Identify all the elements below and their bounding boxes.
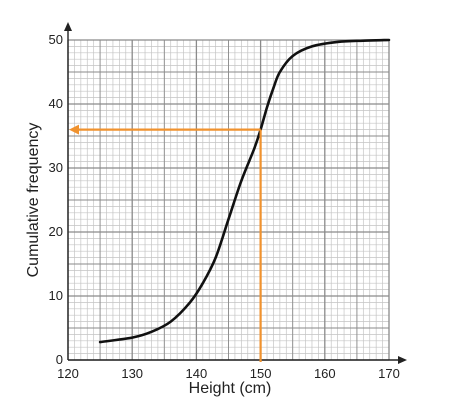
major-grid <box>67 39 390 361</box>
y-axis-title: Cumulative frequency <box>25 123 42 278</box>
y-tick-label: 30 <box>49 160 63 175</box>
series-layer <box>98 38 391 344</box>
y-tick-label: 20 <box>49 224 63 239</box>
axes <box>64 22 407 364</box>
x-axis-arrowhead <box>398 356 407 364</box>
annotation-layer <box>69 124 262 362</box>
y-tick-label: 40 <box>49 96 63 111</box>
cumulative-frequency-curve <box>98 38 391 344</box>
y-tick-label: 0 <box>56 352 63 367</box>
x-tick-label: 150 <box>250 366 272 381</box>
x-tick-label: 170 <box>378 366 400 381</box>
y-tick-label: 10 <box>49 288 63 303</box>
reading-line-arrowhead <box>69 124 79 135</box>
y-tick-label: 50 <box>49 32 63 47</box>
y-axis-arrowhead <box>64 22 72 31</box>
x-tick-label: 140 <box>186 366 208 381</box>
x-axis-title: Height (cm) <box>189 380 272 397</box>
x-tick-label: 120 <box>57 366 79 381</box>
tick-labels: 120 130 140 150 160 170 0 10 20 30 40 50 <box>49 32 400 381</box>
x-tick-label: 130 <box>121 366 143 381</box>
x-tick-label: 160 <box>314 366 336 381</box>
